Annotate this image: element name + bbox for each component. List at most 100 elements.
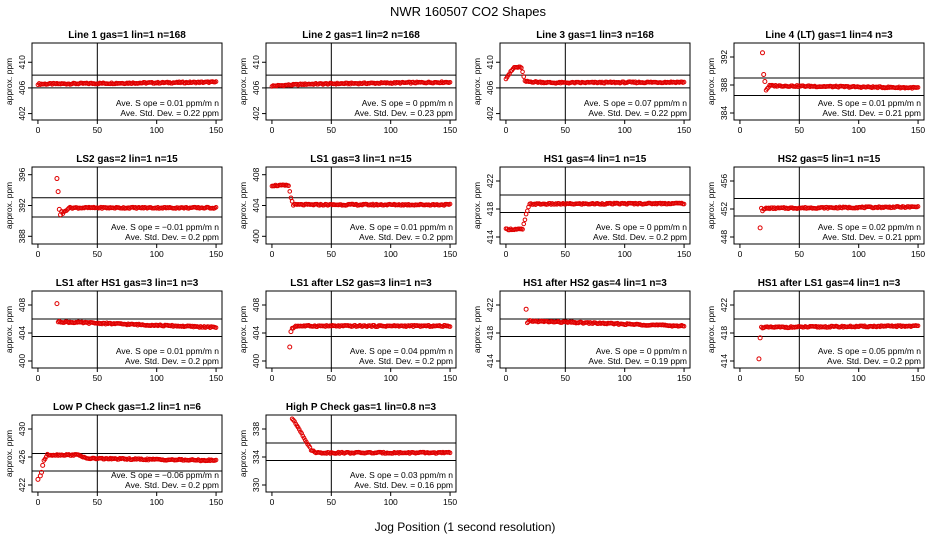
y-tick-label: 388 [17, 229, 27, 243]
x-tick-label: 50 [795, 125, 805, 135]
x-tick-label: 100 [852, 249, 866, 259]
data-point [681, 323, 687, 329]
slope-annotation: Ave. S ope = 0.01 ppm/m n [116, 346, 219, 356]
x-tick-label: 150 [911, 373, 925, 383]
y-tick-label: 400 [251, 354, 261, 368]
y-tick-label: 392 [719, 50, 729, 64]
y-tick-label: 384 [719, 106, 729, 120]
data-point [42, 456, 48, 462]
plot-frame [265, 290, 457, 369]
data-series [760, 50, 921, 93]
panel-title: HS1 after HS2 gas=4 lin=1 n=3 [523, 278, 667, 289]
x-tick-label: 0 [36, 249, 41, 259]
outlier-point [287, 344, 293, 350]
data-series [757, 204, 921, 231]
panel-3: Line 3 gas=1 lin=3 n=168 approx. ppm 0 50 10… [472, 30, 691, 135]
y-tick-label: 418 [485, 202, 495, 216]
outlier-point [760, 50, 765, 56]
y-tick-label: 406 [251, 81, 261, 95]
x-tick-label: 150 [911, 249, 925, 259]
y-axis-label: approx. ppm [706, 58, 716, 105]
y-tick-label: 406 [17, 81, 27, 95]
x-tick-label: 0 [504, 125, 509, 135]
y-tick-label: 404 [17, 326, 27, 340]
data-point [213, 79, 219, 84]
y-axis-label: approx. ppm [238, 182, 248, 229]
x-tick-label: 0 [36, 125, 41, 135]
outlier-point [55, 189, 61, 195]
data-point [287, 189, 293, 194]
slope-annotation: Ave. S ope = 0.03 ppm/m n [350, 470, 453, 480]
stddev-annotation: Ave. Std. Dev. = 0.21 ppm [822, 232, 921, 242]
data-series [35, 451, 219, 482]
data-point [521, 74, 527, 79]
x-tick-label: 150 [443, 249, 457, 259]
y-tick-label: 422 [17, 478, 27, 492]
plot-frame [499, 290, 691, 369]
panel-title: High P Check gas=1 lin=0.8 n=3 [286, 402, 437, 413]
stddev-annotation: Ave. Std. Dev. = 0.2 ppm [827, 356, 921, 366]
x-tick-label: 0 [270, 249, 275, 259]
outlier-point [54, 301, 60, 307]
data-point [64, 208, 69, 213]
panel-1: Line 1 gas=1 lin=1 n=168 approx. ppm 0 50 10… [4, 30, 223, 135]
panel-5: LS2 gas=2 lin=1 n=15 approx. ppm 0 50 100 150… [4, 154, 223, 259]
data-point [447, 80, 453, 85]
plot-frame [499, 166, 691, 245]
x-tick-label: 150 [443, 497, 457, 507]
x-tick-label: 0 [270, 125, 275, 135]
y-tick-label: 418 [719, 326, 729, 340]
stddev-annotation: Ave. Std. Dev. = 0.21 ppm [822, 108, 921, 118]
y-axis-label: approx. ppm [706, 306, 716, 353]
data-series [287, 323, 453, 350]
outlier-point [757, 335, 763, 341]
x-tick-label: 50 [561, 249, 571, 259]
panel-4: Line 4 (LT) gas=1 lin=4 n=3 approx. ppm 0 5… [706, 30, 925, 135]
panel-14: High P Check gas=1 lin=0.8 n=3 approx. pp… [238, 402, 457, 507]
y-tick-label: 404 [251, 326, 261, 340]
y-tick-label: 448 [719, 230, 729, 244]
stddev-annotation: Ave. Std. Dev. = 0.2 ppm [359, 356, 453, 366]
data-series [54, 301, 219, 331]
plot-frame [733, 42, 925, 121]
data-point [915, 323, 921, 329]
data-series [503, 200, 687, 233]
y-axis-label: approx. ppm [472, 306, 482, 353]
panel-title: Line 2 gas=1 lin=2 n=168 [302, 30, 420, 41]
x-tick-label: 100 [150, 373, 164, 383]
panel-title: LS1 after LS2 gas=3 lin=1 n=3 [290, 278, 432, 289]
stddev-annotation: Ave. Std. Dev. = 0.2 ppm [125, 232, 219, 242]
y-tick-label: 400 [251, 229, 261, 243]
y-tick-label: 334 [251, 450, 261, 464]
slope-annotation: Ave. S ope = 0 ppm/m n [596, 222, 688, 232]
y-tick-label: 338 [251, 422, 261, 436]
y-tick-label: 396 [17, 167, 27, 181]
panel-title: HS1 gas=4 lin=1 n=15 [544, 154, 647, 165]
x-tick-label: 50 [93, 497, 103, 507]
slope-annotation: Ave. S ope = 0 ppm/m n [596, 346, 688, 356]
data-point [681, 201, 687, 207]
x-tick-label: 0 [738, 249, 743, 259]
panel-7: HS1 gas=4 lin=1 n=15 approx. ppm 0 50 100 150… [472, 154, 691, 259]
x-tick-label: 0 [36, 497, 41, 507]
outlier-point [523, 306, 529, 312]
panel-8: HS2 gas=5 lin=1 n=15 approx. ppm 0 50 100 150… [706, 154, 925, 259]
x-tick-label: 100 [150, 249, 164, 259]
figure-title: NWR 160507 CO2 Shapes [390, 4, 547, 19]
x-tick-label: 100 [384, 373, 398, 383]
data-point [681, 79, 687, 85]
y-tick-label: 410 [485, 55, 495, 69]
data-point [525, 208, 530, 214]
panel-title: Low P Check gas=1.2 lin=1 n=6 [53, 402, 201, 413]
x-tick-label: 50 [795, 373, 805, 383]
x-tick-label: 150 [209, 125, 223, 135]
panel-9: LS1 after HS1 gas=3 lin=1 n=3 approx. ppm… [4, 278, 223, 383]
y-tick-label: 406 [485, 81, 495, 95]
y-tick-label: 330 [251, 478, 261, 492]
slope-annotation: Ave. S ope = 0 ppm/m n [362, 98, 454, 108]
outlier-point [40, 462, 46, 468]
outlier-point [761, 72, 767, 77]
panel-title: Line 4 (LT) gas=1 lin=4 n=3 [765, 30, 893, 41]
plot-frame [31, 42, 223, 121]
